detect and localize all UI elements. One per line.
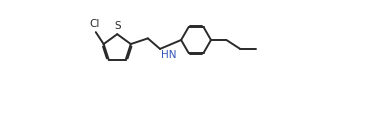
Text: Cl: Cl (90, 19, 100, 29)
Text: HN: HN (161, 50, 177, 60)
Text: S: S (114, 21, 121, 31)
